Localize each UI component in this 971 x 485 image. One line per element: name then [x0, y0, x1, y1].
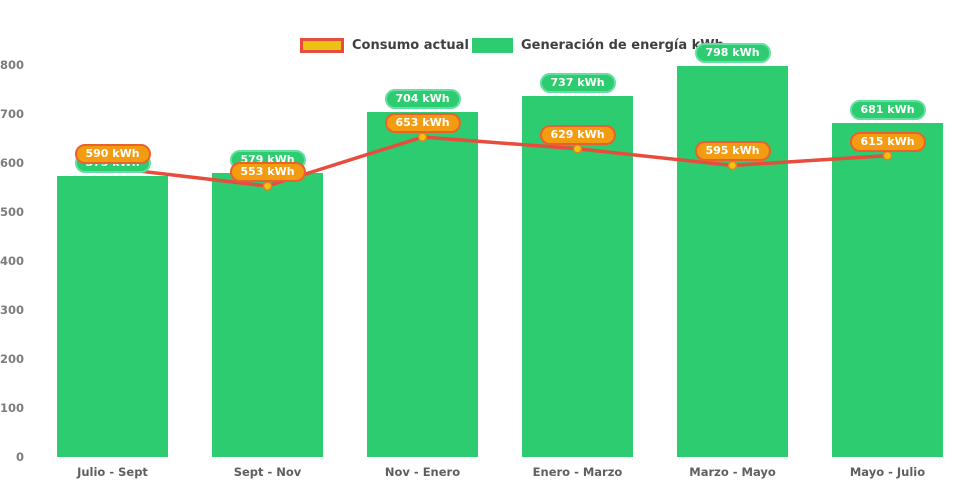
- legend-item-generacion[interactable]: Generación de energía kWh: [472, 38, 724, 53]
- consumption-point-marker[interactable]: [882, 150, 893, 161]
- y-tick-label: 600: [0, 156, 25, 170]
- x-axis-label: Mayo - Julio: [849, 465, 926, 479]
- x-axis-label: Enero - Marzo: [532, 465, 623, 479]
- y-tick-label: 0: [15, 450, 24, 464]
- x-axis-label: Sept - Nov: [233, 465, 302, 479]
- consumption-point-marker[interactable]: [727, 160, 738, 171]
- x-axis-label: Nov - Enero: [384, 465, 461, 479]
- consumption-point-marker[interactable]: [572, 144, 583, 154]
- generation-bar[interactable]: [367, 112, 478, 457]
- generation-bar[interactable]: [677, 65, 788, 457]
- x-axis-label: Julio - Sept: [77, 465, 148, 479]
- y-tick-label: 100: [0, 401, 25, 415]
- consumption-value-badge: 629 kWh: [539, 124, 616, 145]
- consumption-value-badge: 595 kWh: [694, 141, 771, 162]
- consumption-point-marker[interactable]: [417, 132, 428, 142]
- y-tick-label: 300: [0, 303, 25, 317]
- legend-item-consumo[interactable]: Consumo actual kWh: [300, 38, 506, 53]
- consumption-value-badge: 615 kWh: [849, 131, 926, 152]
- consumption-value-badge: 653 kWh: [384, 113, 461, 134]
- consumo-legend-label: Consumo actual kWh: [352, 38, 506, 53]
- x-axis-label: Marzo - Mayo: [689, 465, 776, 479]
- generation-bar[interactable]: [57, 176, 168, 457]
- y-tick-label: 700: [0, 107, 25, 121]
- chart-legend: Consumo actual kWh Generación de energía…: [0, 38, 971, 60]
- generation-value-badge: 681 kWh: [849, 100, 926, 121]
- generacion-legend-swatch: [472, 38, 513, 53]
- y-tick-label: 500: [0, 205, 25, 219]
- consumption-value-badge: 553 kWh: [229, 162, 306, 183]
- generation-value-badge: 798 kWh: [694, 42, 771, 63]
- y-tick-label: 200: [0, 352, 25, 366]
- y-tick-label: 400: [0, 254, 25, 268]
- generation-bar[interactable]: [212, 173, 323, 457]
- y-tick-label: 800: [0, 58, 25, 72]
- generation-bar[interactable]: [832, 123, 943, 457]
- consumo-legend-swatch: [300, 38, 344, 53]
- generation-bar[interactable]: [522, 95, 633, 457]
- consumption-line: [112, 135, 888, 188]
- generation-value-badge: 737 kWh: [539, 72, 616, 93]
- generation-value-badge: 704 kWh: [384, 89, 461, 110]
- generacion-legend-label: Generación de energía kWh: [521, 38, 724, 53]
- consumption-point-marker[interactable]: [262, 181, 273, 191]
- consumption-value-badge: 590 kWh: [74, 143, 151, 164]
